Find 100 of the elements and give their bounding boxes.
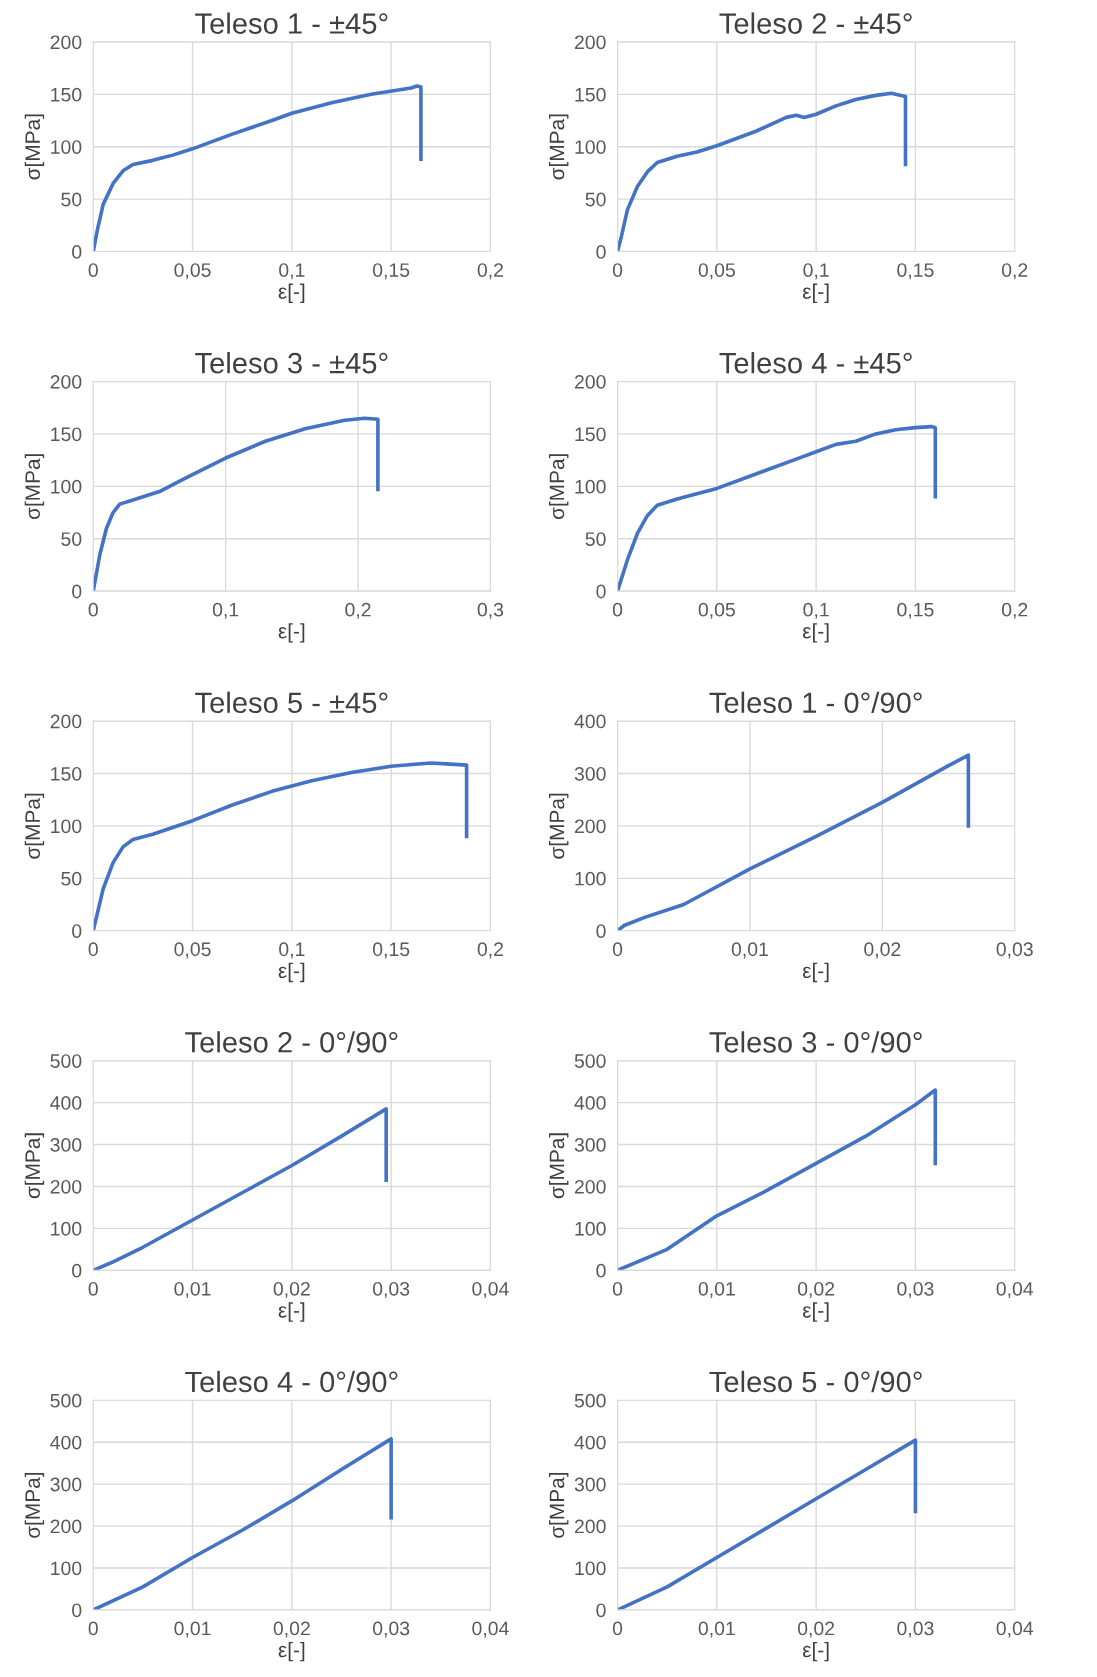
x-axis-title: ε[-] bbox=[278, 283, 305, 303]
chart-title: Teleso 4 - ±45° bbox=[719, 352, 912, 374]
x-tick-label: 0,1 bbox=[212, 602, 239, 619]
y-tick-label: 100 bbox=[51, 819, 82, 834]
x-tick-label: 0,15 bbox=[897, 263, 934, 280]
y-tick-label: 200 bbox=[50, 35, 82, 50]
x-axis-title: ε[-] bbox=[278, 623, 305, 643]
y-tick-label: 50 bbox=[61, 871, 82, 886]
x-tick-label: 0 bbox=[612, 263, 623, 277]
x-tick-label: 0 bbox=[612, 1281, 623, 1296]
y-axis-title: σ[MPa] bbox=[24, 1133, 45, 1199]
chart-title: Teleso 5 - ±45° bbox=[195, 691, 388, 714]
x-tick-label: 0,15 bbox=[897, 602, 934, 619]
x-tick-label: 0 bbox=[88, 263, 98, 277]
line-series bbox=[617, 1438, 918, 1610]
y-tick-label: 0 bbox=[72, 1263, 82, 1278]
y-tick-label: 0 bbox=[72, 245, 82, 259]
x-tick-label: 0,1 bbox=[279, 942, 305, 959]
y-tick-label: 400 bbox=[574, 1435, 606, 1450]
y-tick-label: 50 bbox=[585, 192, 606, 207]
y-axis-title: σ[MPa] bbox=[549, 1133, 569, 1199]
y-tick-label: 150 bbox=[575, 87, 606, 102]
chart-title: Teleso 3 - 0°/90° bbox=[709, 1031, 922, 1053]
y-axis-title: σ[MPa] bbox=[24, 114, 45, 180]
line-series bbox=[93, 416, 380, 592]
y-tick-label: 100 bbox=[51, 1221, 82, 1236]
x-axis-title: ε[-] bbox=[802, 962, 829, 983]
y-tick-label: 400 bbox=[574, 714, 606, 729]
x-tick-label: 0,05 bbox=[698, 602, 735, 619]
y-axis-title: σ[MPa] bbox=[549, 114, 569, 180]
y-axis-title: σ[MPa] bbox=[24, 1472, 45, 1538]
y-axis-title: σ[MPa] bbox=[24, 793, 45, 859]
x-tick-label: 0,01 bbox=[698, 1621, 735, 1638]
x-tick-label: 0,1 bbox=[803, 602, 829, 619]
y-tick-label: 100 bbox=[51, 140, 82, 154]
x-tick-label: 0 bbox=[88, 1281, 98, 1296]
x-tick-label: 0,15 bbox=[372, 942, 410, 959]
y-tick-label: 500 bbox=[50, 1054, 82, 1068]
line-series bbox=[617, 424, 938, 592]
y-tick-label: 100 bbox=[51, 479, 82, 494]
y-tick-label: 500 bbox=[574, 1054, 606, 1068]
y-tick-label: 200 bbox=[574, 374, 606, 389]
x-tick-label: 0,2 bbox=[1001, 263, 1028, 280]
y-tick-label: 50 bbox=[61, 532, 82, 546]
y-tick-label: 300 bbox=[574, 766, 606, 781]
x-tick-label: 0,03 bbox=[372, 1621, 410, 1638]
line-series bbox=[617, 91, 908, 252]
y-tick-label: 0 bbox=[596, 245, 606, 259]
y-tick-label: 50 bbox=[61, 192, 82, 207]
y-tick-label: 0 bbox=[72, 1603, 82, 1618]
y-tick-label: 0 bbox=[596, 1603, 606, 1618]
x-tick-label: 0,04 bbox=[996, 1281, 1034, 1299]
x-axis-title: ε[-] bbox=[278, 962, 305, 983]
x-tick-label: 0,2 bbox=[345, 602, 371, 619]
chart-title: Teleso 5 - 0°/90° bbox=[709, 1370, 922, 1393]
line-series bbox=[93, 761, 469, 931]
x-tick-label: 0 bbox=[88, 942, 98, 957]
x-tick-label: 0,02 bbox=[273, 1281, 310, 1299]
y-tick-label: 300 bbox=[574, 1477, 606, 1492]
x-axis-title: ε[-] bbox=[278, 1302, 305, 1322]
y-tick-label: 400 bbox=[50, 1096, 82, 1110]
x-tick-label: 0,04 bbox=[996, 1621, 1034, 1638]
x-tick-label: 0,04 bbox=[472, 1621, 509, 1638]
x-axis-title: ε[-] bbox=[278, 1641, 305, 1662]
y-tick-label: 200 bbox=[574, 1179, 606, 1194]
x-tick-label: 0,2 bbox=[1001, 602, 1028, 619]
y-tick-label: 100 bbox=[575, 1221, 606, 1236]
y-tick-label: 400 bbox=[50, 1435, 82, 1450]
x-tick-label: 0,2 bbox=[477, 263, 503, 280]
x-tick-label: 0 bbox=[88, 602, 98, 617]
y-tick-label: 500 bbox=[50, 1393, 82, 1408]
y-tick-label: 150 bbox=[51, 427, 82, 442]
y-tick-label: 200 bbox=[50, 374, 82, 389]
x-tick-label: 0,03 bbox=[372, 1281, 410, 1299]
x-tick-label: 0,03 bbox=[897, 1281, 934, 1299]
y-axis-title: σ[MPa] bbox=[549, 793, 569, 859]
y-tick-label: 300 bbox=[50, 1477, 82, 1492]
chart-title: Teleso 2 - 0°/90° bbox=[185, 1031, 398, 1053]
y-tick-label: 150 bbox=[51, 87, 82, 102]
x-tick-label: 0,05 bbox=[698, 263, 735, 280]
chart-title: Teleso 3 - ±45° bbox=[195, 352, 388, 374]
y-tick-label: 100 bbox=[575, 871, 606, 886]
chart-title: Teleso 1 - ±45° bbox=[195, 12, 388, 34]
x-tick-label: 0 bbox=[88, 1621, 98, 1636]
x-tick-label: 0,15 bbox=[372, 263, 410, 280]
x-tick-label: 0,1 bbox=[279, 263, 305, 280]
y-axis-title: σ[MPa] bbox=[24, 454, 45, 520]
y-axis-title: σ[MPa] bbox=[549, 454, 569, 520]
y-tick-label: 0 bbox=[72, 584, 82, 599]
y-tick-label: 0 bbox=[596, 1263, 606, 1278]
y-tick-label: 150 bbox=[575, 427, 606, 442]
line-series bbox=[617, 1088, 938, 1271]
y-tick-label: 200 bbox=[574, 819, 606, 834]
line-series bbox=[93, 1107, 388, 1271]
y-axis-title: σ[MPa] bbox=[549, 1472, 569, 1538]
x-tick-label: 0,01 bbox=[698, 1281, 735, 1299]
y-tick-label: 100 bbox=[51, 1561, 82, 1576]
line-series bbox=[93, 1437, 393, 1610]
y-tick-label: 0 bbox=[596, 924, 606, 938]
x-tick-label: 0,01 bbox=[174, 1281, 211, 1299]
